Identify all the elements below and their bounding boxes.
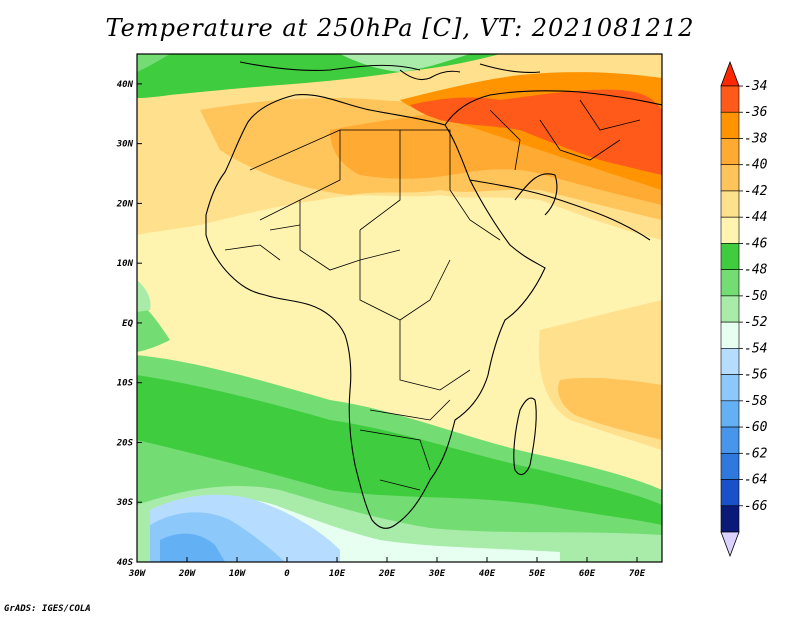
lon-tick-label: 20W: [178, 569, 197, 579]
colorbar-swatch: [720, 190, 740, 218]
colorbar: -34 -36 -38 -40 -42 -44 -46 -48 -50 -52 -54 -56 -58 -…: [720, 60, 768, 558]
lat-tick-label: 30S: [116, 498, 134, 508]
colorbar-swatch: [720, 269, 740, 297]
colorbar-swatch: [720, 295, 740, 323]
colorbar-swatch: [720, 400, 740, 428]
colorbar-label: -66: [744, 499, 768, 514]
grads-credit: GrADS: IGES/COLA: [4, 604, 91, 614]
colorbar-label: -42: [744, 184, 768, 199]
lat-tick-label: 10S: [117, 379, 134, 389]
colorbar-swatch: [720, 452, 740, 480]
colorbar-top-arrow: [720, 60, 740, 87]
lon-tick-label: 60E: [579, 569, 596, 579]
colorbar-swatch: [720, 505, 740, 533]
colorbar-swatch: [720, 216, 740, 244]
lon-tick-label: 10E: [329, 569, 346, 579]
colorbar-label: -64: [744, 473, 767, 488]
plot-frame: [136, 53, 663, 563]
colorbar-label: -48: [744, 263, 768, 278]
colorbar-bottom-arrow: [720, 531, 740, 558]
lon-tick-label: 50E: [529, 569, 546, 579]
lat-tick-label: 40S: [117, 558, 134, 568]
colorbar-label: -44: [744, 210, 767, 225]
lat-tick-label: 30N: [116, 140, 134, 150]
colorbar-label: -46: [744, 236, 768, 251]
lat-tick-label: 10N: [117, 259, 134, 269]
lon-tick-label: 10W: [229, 569, 247, 579]
colorbar-label: -58: [744, 394, 768, 409]
lon-tick-label: 0: [284, 569, 290, 579]
colorbar-swatch: [720, 374, 740, 402]
colorbar-label: -40: [744, 158, 768, 173]
colorbar-label: -60: [744, 420, 768, 435]
colorbar-swatch: [720, 243, 740, 270]
colorbar-swatch: [720, 479, 740, 507]
colorbar-label: -34: [744, 79, 767, 94]
colorbar-label: -50: [744, 289, 768, 304]
colorbar-swatch: [720, 321, 740, 349]
colorbar-swatch: [720, 164, 740, 192]
colorbar-label: -56: [744, 368, 768, 383]
country-borders: [224, 99, 641, 491]
lon-tick-label: 30E: [428, 569, 446, 579]
colorbar-swatch: [720, 138, 740, 166]
lat-tick-label: 40N: [117, 80, 134, 90]
colorbar-label: -38: [744, 131, 768, 146]
longitude-axis: 30W 20W 10W 0 10E 20E 30E 40E 50E 60E 70E: [128, 557, 646, 579]
colorbar-swatch: [720, 426, 740, 454]
latitude-axis: 40N 30N 20N 10N EQ 10S 20S 30S 40S: [116, 80, 142, 568]
map-title: Temperature at 250hPa [C], VT: 202108121…: [105, 14, 695, 42]
colorbar-label: -36: [744, 105, 768, 120]
colorbar-swatch: [720, 85, 740, 113]
colorbar-label: -52: [744, 315, 768, 330]
colorbar-swatch: [720, 348, 740, 375]
lon-tick-label: 30W: [128, 569, 147, 579]
lon-tick-label: 70E: [629, 569, 646, 579]
colorbar-label: -54: [744, 341, 767, 356]
lon-tick-label: 40E: [479, 569, 496, 579]
lat-tick-label: 20S: [116, 438, 134, 448]
temperature-field: [137, 54, 662, 562]
lat-tick-label: EQ: [122, 319, 133, 329]
colorbar-swatch: [720, 111, 740, 139]
coastline: [205, 61, 662, 529]
lat-tick-label: 20N: [116, 199, 134, 209]
colorbar-label: -62: [744, 446, 768, 461]
lon-tick-label: 20E: [378, 569, 396, 579]
